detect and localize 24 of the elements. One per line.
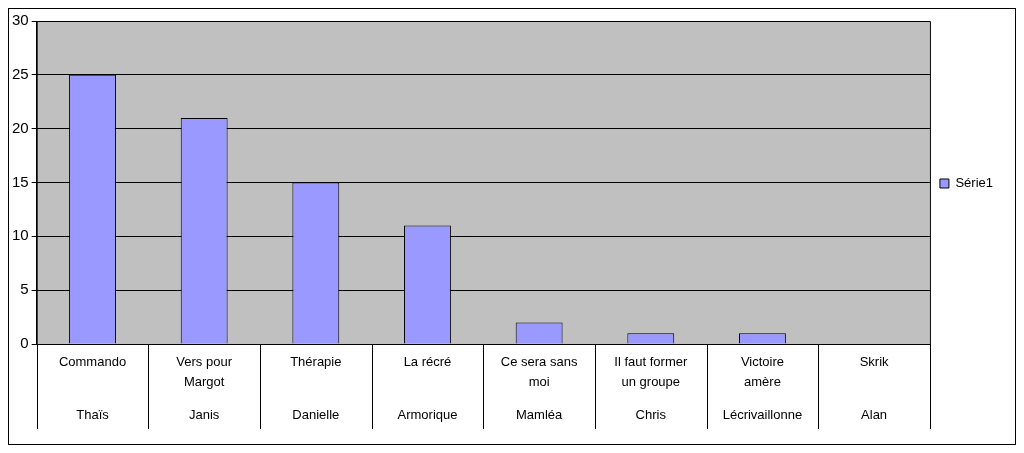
- text: Lécrivaillonne: [722, 407, 803, 423]
- y-tick-label: 20: [12, 118, 29, 136]
- y-tick-label: 30: [12, 11, 29, 29]
- text: Mamléa: [516, 407, 564, 423]
- x-tick-label: Skrik: [859, 354, 890, 370]
- x-tick-label: Ce sera sans moi: [500, 354, 578, 390]
- text: Thaïs: [76, 407, 110, 423]
- y-tick-label: 10: [12, 226, 29, 244]
- text: Alan: [861, 407, 888, 423]
- text: Armorique: [397, 407, 458, 423]
- x-tick-label: Il faut former un groupe: [614, 354, 688, 390]
- x-tick-label: Thérapie: [290, 354, 342, 370]
- y-tick-label: 5: [20, 280, 29, 298]
- x-tick-label: La récré: [403, 354, 452, 370]
- x-tick-label: Vers pour Margot: [176, 354, 233, 390]
- y-tick-label: 0: [20, 334, 29, 352]
- y-tick-label: 15: [12, 172, 29, 190]
- x-tick-label: Victoire amère: [740, 354, 784, 390]
- legend-label: Série1: [955, 175, 993, 191]
- y-tick-label: 25: [12, 64, 29, 82]
- text: Danielle: [292, 407, 340, 423]
- x-tick-label: Commando: [58, 354, 127, 370]
- text: Chris: [635, 407, 667, 423]
- text: Janis: [188, 407, 220, 423]
